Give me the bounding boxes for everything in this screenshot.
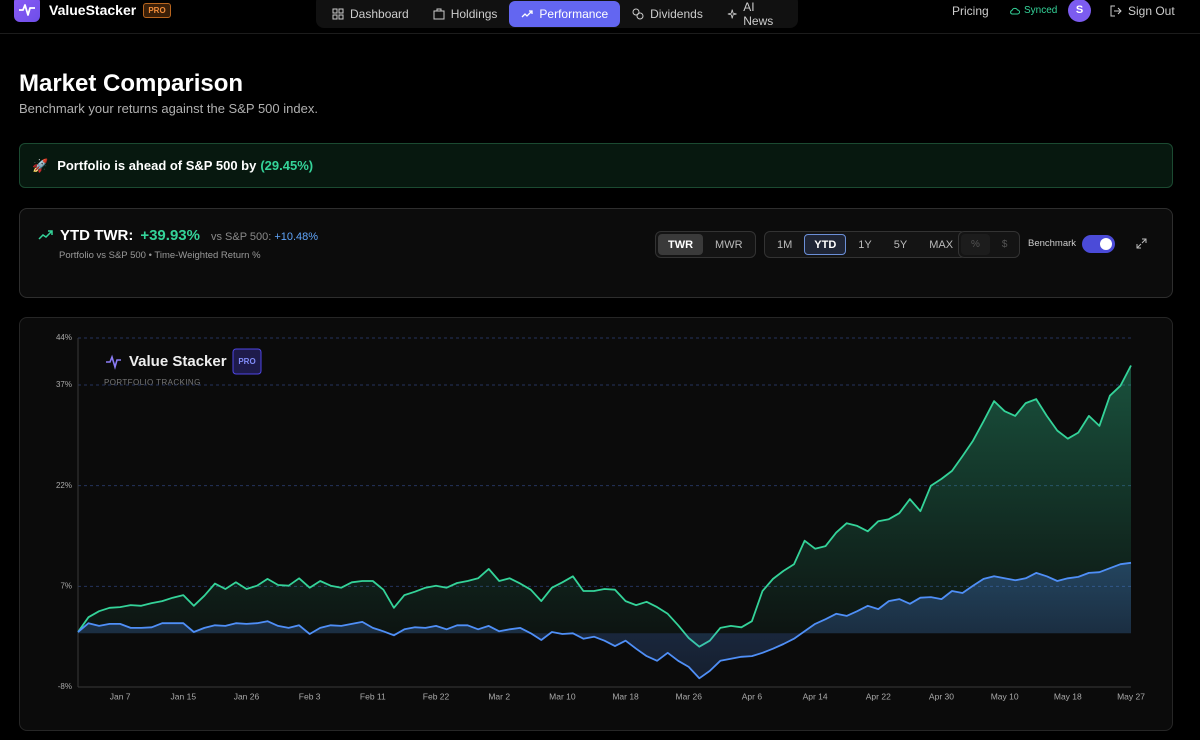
toggle-button[interactable]: 5Y bbox=[893, 238, 908, 251]
x-tick-label: Mar 2 bbox=[488, 691, 510, 701]
sync-status: Synced bbox=[1009, 5, 1057, 16]
unit-toggle: % $ bbox=[958, 231, 1021, 258]
x-tick-label: Feb 22 bbox=[423, 691, 450, 701]
x-tick-label: May 27 bbox=[1117, 691, 1145, 701]
x-tick-label: Jan 7 bbox=[110, 691, 131, 701]
banner-icon: 🚀 bbox=[32, 157, 49, 173]
toggle-button[interactable]: $ bbox=[1001, 239, 1008, 250]
watermark-icon bbox=[106, 354, 121, 370]
icon bbox=[521, 10, 534, 18]
series-area bbox=[78, 562, 1131, 679]
sync-label: Synced bbox=[1024, 5, 1058, 16]
series-area bbox=[78, 365, 1131, 647]
series-line bbox=[77, 365, 1132, 648]
logo[interactable] bbox=[14, 0, 40, 22]
compare-label: vs S&P 500: bbox=[210, 231, 272, 243]
pro-badge: PRO bbox=[143, 3, 171, 18]
x-tick-label: Mar 10 bbox=[549, 691, 576, 701]
x-tick-label: Apr 14 bbox=[803, 691, 828, 701]
compare-value: +10.48% bbox=[274, 231, 319, 243]
watermark-badge-box bbox=[232, 348, 262, 375]
x-tick-label: Apr 6 bbox=[742, 691, 763, 701]
series-line bbox=[77, 561, 1132, 680]
nav-item[interactable]: AI News bbox=[715, 0, 794, 28]
pricing-link[interactable]: Pricing bbox=[952, 4, 989, 18]
x-tick-label: May 10 bbox=[991, 691, 1019, 701]
icon bbox=[1110, 5, 1122, 17]
sign-out[interactable]: Sign Out bbox=[1110, 4, 1175, 18]
icon bbox=[433, 8, 445, 20]
x-tick-label: Mar 18 bbox=[612, 691, 639, 701]
sign-out-label: Sign Out bbox=[1128, 4, 1175, 18]
cloud-icon bbox=[1010, 7, 1020, 14]
x-tick-label: May 18 bbox=[1054, 691, 1082, 701]
y-tick-label: 37% bbox=[56, 380, 72, 389]
y-tick-label: 7% bbox=[60, 581, 72, 590]
trend-icon bbox=[38, 230, 53, 240]
toggle-button[interactable]: MAX bbox=[929, 238, 954, 251]
nav-item[interactable]: Performance bbox=[509, 1, 621, 27]
chart-card: Value Stacker PRO PORTFOLIO TRACKING -8%… bbox=[19, 317, 1173, 731]
toggle-button[interactable]: 1M bbox=[777, 238, 793, 251]
banner-text: Portfolio is ahead of S&P 500 by bbox=[57, 158, 257, 173]
summary-value: +39.93% bbox=[140, 227, 200, 244]
icon bbox=[727, 9, 737, 19]
range-toggle: 1M YTD 1Y 5Y MAX bbox=[764, 231, 967, 258]
x-tick-label: Apr 22 bbox=[866, 691, 891, 701]
x-tick-label: Jan 26 bbox=[234, 691, 260, 701]
x-tick-label: Jan 15 bbox=[171, 691, 197, 701]
y-tick-label: -8% bbox=[58, 682, 72, 691]
summary-caption: Portfolio vs S&P 500 • Time-Weighted Ret… bbox=[59, 250, 261, 261]
banner-value: (29.45%) bbox=[260, 158, 314, 173]
method-toggle: TWR MWR bbox=[655, 231, 756, 258]
page-title: Market Comparison bbox=[19, 70, 244, 97]
toggle-button[interactable]: MWR bbox=[715, 238, 743, 251]
summary-label: YTD TWR: bbox=[60, 227, 134, 244]
watermark-badge: PRO bbox=[238, 357, 255, 366]
toggle-button[interactable]: YTD bbox=[804, 234, 847, 255]
brand: ValueStacker bbox=[49, 2, 137, 18]
chart: Value Stacker PRO PORTFOLIO TRACKING -8%… bbox=[56, 333, 1145, 701]
toggle-button[interactable]: 1Y bbox=[858, 238, 872, 251]
page-subtitle: Benchmark your returns against the S&P 5… bbox=[19, 101, 318, 116]
expand-button[interactable] bbox=[1136, 238, 1147, 249]
nav-label: Holdings bbox=[450, 7, 498, 21]
nav-item[interactable]: Holdings bbox=[421, 1, 510, 27]
y-tick-label: 22% bbox=[56, 481, 72, 490]
nav-item[interactable]: Dashboard bbox=[320, 1, 421, 27]
x-tick-label: Feb 3 bbox=[299, 691, 321, 701]
status-banner: 🚀 Portfolio is ahead of S&P 500 by (29.45… bbox=[19, 143, 1173, 188]
nav-label: Dashboard bbox=[350, 7, 409, 21]
summary: YTD TWR: +39.93% vs S&P 500: +10.48% bbox=[38, 227, 318, 244]
icon bbox=[332, 8, 344, 20]
nav-label: AI News bbox=[743, 0, 774, 28]
avatar[interactable]: S bbox=[1068, 0, 1091, 22]
nav-group: Dashboard Holdings Performance Dividends… bbox=[316, 0, 798, 28]
nav-label: Dividends bbox=[650, 7, 703, 21]
icon bbox=[632, 8, 644, 20]
switch-knob bbox=[1100, 238, 1112, 250]
top-bar: ValueStacker PRO Dashboard Holdings Perf… bbox=[0, 0, 1200, 34]
nav-label: Performance bbox=[539, 7, 609, 21]
x-tick-label: Mar 26 bbox=[676, 691, 703, 701]
logo-icon bbox=[19, 4, 35, 16]
watermark-subtitle: PORTFOLIO TRACKING bbox=[104, 378, 201, 387]
x-tick-label: Feb 11 bbox=[360, 691, 386, 701]
benchmark-switch[interactable] bbox=[1082, 235, 1115, 253]
toggle-button[interactable]: TWR bbox=[658, 234, 704, 255]
benchmark-label: Benchmark bbox=[1028, 238, 1077, 249]
x-tick-label: Apr 30 bbox=[929, 691, 954, 701]
nav-item[interactable]: Dividends bbox=[620, 1, 715, 27]
toggle-button[interactable]: % bbox=[961, 234, 990, 255]
watermark-title: Value Stacker bbox=[129, 353, 227, 370]
y-tick-label: 44% bbox=[56, 333, 72, 342]
